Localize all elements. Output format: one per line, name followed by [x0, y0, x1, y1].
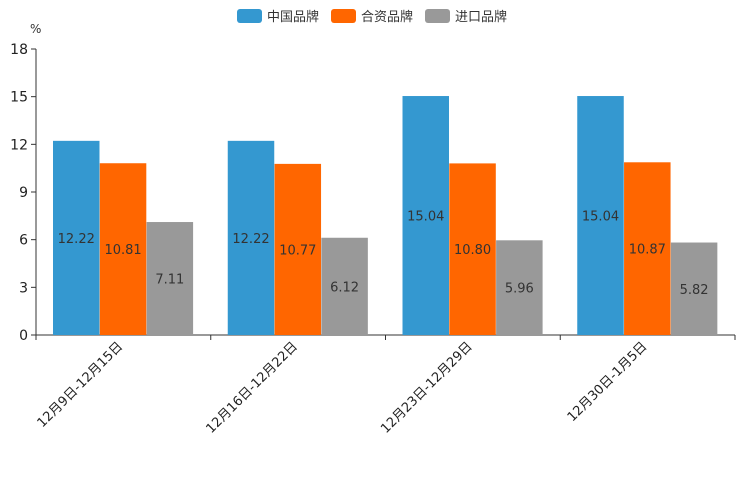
- bar-0-3: [577, 96, 624, 335]
- data-label: 7.11: [155, 273, 184, 288]
- legend: 中国品牌 合资品牌 进口品牌: [0, 6, 744, 25]
- y-tick-label: 9: [19, 185, 28, 201]
- x-tick-label: 12月16日-12月22日: [203, 339, 300, 436]
- legend-swatch-import: [425, 8, 450, 23]
- data-label: 12.22: [58, 232, 95, 247]
- y-axis-unit: %: [30, 22, 42, 36]
- bar-2-2: [496, 240, 543, 335]
- data-label: 12.22: [232, 232, 269, 247]
- data-label: 5.82: [680, 283, 709, 298]
- bar-2-1: [321, 237, 368, 335]
- legend-item-china-brand[interactable]: 中国品牌: [236, 6, 319, 25]
- legend-label-china: 中国品牌: [266, 10, 319, 25]
- legend-item-joint-brand[interactable]: 合资品牌: [330, 6, 413, 25]
- data-label: 10.80: [454, 243, 491, 258]
- y-tick-label: 3: [19, 280, 28, 296]
- y-tick-label: 12: [10, 137, 28, 153]
- data-label: 6.12: [330, 280, 359, 295]
- legend-swatch-joint: [330, 8, 356, 23]
- x-tick-label: 12月30日-1月5日: [565, 339, 651, 425]
- y-tick-label: 18: [10, 42, 28, 58]
- data-label: 5.96: [505, 282, 534, 297]
- bar-1-0: [99, 163, 147, 335]
- legend-swatch-china: [236, 8, 262, 23]
- y-tick-label: 0: [19, 328, 28, 344]
- y-tick-label: 6: [19, 233, 28, 249]
- bar-2-0: [146, 222, 194, 335]
- bar-0-0: [53, 140, 100, 335]
- data-label: 15.04: [407, 210, 444, 225]
- x-tick-label: 12月9日-12月15日: [35, 339, 127, 431]
- x-tick-label: 12月23日-12月29日: [378, 339, 475, 436]
- legend-item-import-brand[interactable]: 进口品牌: [425, 6, 507, 25]
- bar-1-2: [449, 163, 496, 335]
- data-label: 10.81: [104, 243, 141, 258]
- bar-0-1: [227, 140, 275, 335]
- y-tick-label: 15: [10, 90, 28, 106]
- data-label: 15.04: [582, 210, 619, 225]
- bar-1-3: [624, 162, 671, 335]
- bar-2-3: [670, 242, 718, 335]
- bar-0-2: [402, 96, 449, 335]
- bar-1-1: [274, 163, 322, 335]
- data-label: 10.77: [279, 243, 316, 258]
- legend-label-joint: 合资品牌: [360, 10, 413, 25]
- data-label: 10.87: [629, 243, 666, 258]
- legend-label-import: 进口品牌: [455, 10, 508, 25]
